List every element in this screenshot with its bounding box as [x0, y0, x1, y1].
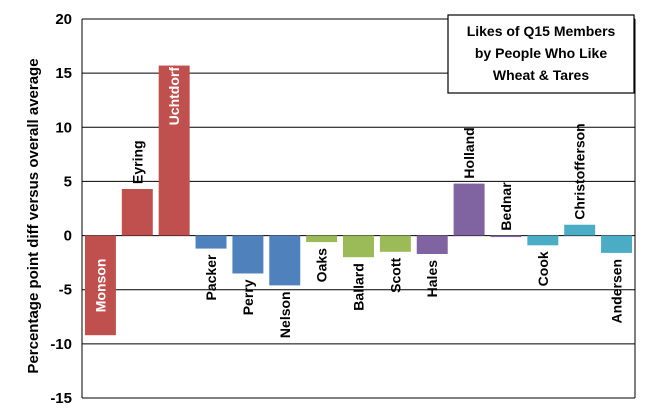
bar-cook	[527, 235, 559, 246]
y-tick-label: -10	[50, 336, 72, 353]
chart-title-line-2: by People Who Like	[475, 45, 607, 61]
bar-label-oaks: Oaks	[314, 248, 330, 282]
bar-label-perry: Perry	[240, 279, 256, 315]
bar-label-christofferson: Christofferson	[572, 123, 588, 219]
bar-holland	[453, 183, 485, 236]
bar-label-cook: Cook	[535, 251, 551, 286]
y-tick-label: 5	[64, 173, 72, 190]
y-tick-label: -5	[59, 282, 72, 299]
chart-title-box: Likes of Q15 Members by People Who Like …	[447, 14, 635, 94]
bar-label-packer: Packer	[203, 254, 219, 300]
bar-hales	[416, 235, 448, 254]
bar-label-bednar: Bednar	[498, 182, 514, 231]
bar-labels: Monson Eyring Uchtdorf Packer Perry Nelson Oak…	[92, 67, 624, 338]
bar-label-hales: Hales	[424, 260, 440, 298]
chart-title-line-3: Wheat & Tares	[493, 67, 589, 83]
y-tick-label: 10	[55, 119, 72, 136]
bar-bednar	[490, 235, 522, 238]
bar-eyring	[121, 189, 153, 236]
bar-andersen	[601, 235, 633, 253]
bar-packer	[195, 235, 227, 249]
bars	[84, 65, 633, 336]
y-tick-label: 20	[55, 11, 72, 28]
title-box-border	[447, 14, 635, 94]
bar-label-nelson: Nelson	[277, 291, 293, 338]
bar-label-ballard: Ballard	[351, 263, 367, 310]
y-axis-label: Percentage point diff versus overall ave…	[25, 58, 42, 373]
bar-uchtdorf	[158, 65, 190, 236]
bar-scott	[379, 235, 411, 252]
bar-label-uchtdorf: Uchtdorf	[166, 67, 182, 126]
y-tick-label: -15	[50, 390, 72, 407]
bar-label-eyring: Eyring	[129, 140, 145, 184]
bar-label-andersen: Andersen	[609, 259, 625, 324]
bar-christofferson	[564, 224, 596, 236]
y-axis-ticks: 20 15 10 5 0 -5 -10 -15	[50, 11, 72, 407]
chart-title-line-1: Likes of Q15 Members	[467, 23, 616, 39]
bar-perry	[232, 235, 264, 274]
bar-ballard	[343, 235, 374, 258]
bar-nelson	[269, 235, 301, 286]
bar-oaks	[306, 235, 338, 243]
y-tick-label: 15	[55, 65, 72, 82]
bar-monson	[84, 235, 116, 336]
bar-label-monson: Monson	[92, 259, 108, 313]
y-tick-label: 0	[64, 228, 72, 245]
bar-label-holland: Holland	[461, 127, 477, 178]
bar-label-scott: Scott	[387, 257, 403, 292]
